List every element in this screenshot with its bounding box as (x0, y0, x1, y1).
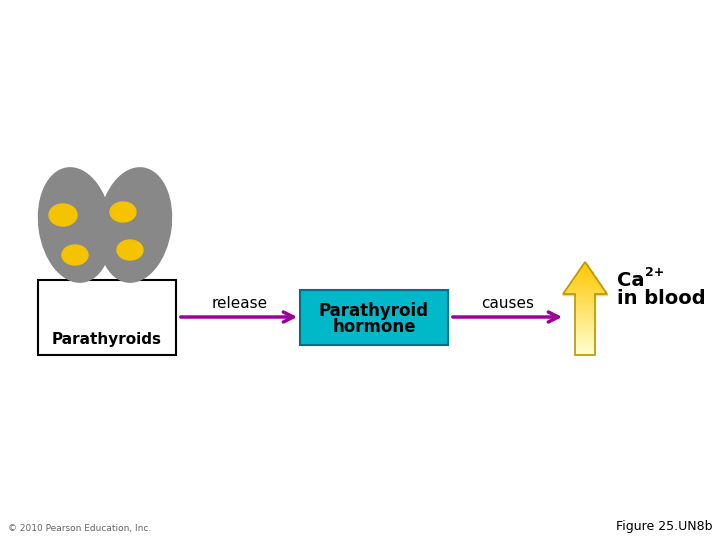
Bar (575, 327, 595, 328)
Bar (575, 299, 595, 300)
Bar (573, 278, 597, 279)
Bar (575, 308, 595, 309)
Bar (575, 300, 595, 301)
Bar (575, 323, 595, 325)
Bar (575, 334, 595, 335)
Bar (575, 354, 595, 355)
Text: Figure 25.UN8b: Figure 25.UN8b (616, 520, 712, 533)
Bar (575, 304, 595, 305)
Bar (575, 321, 595, 322)
Ellipse shape (110, 202, 136, 222)
Text: Ca: Ca (617, 271, 644, 289)
Text: Parathyroids: Parathyroids (52, 332, 162, 347)
Bar (575, 305, 595, 306)
Bar (577, 274, 593, 275)
Ellipse shape (91, 239, 119, 261)
Bar (575, 339, 595, 340)
Bar (575, 353, 595, 354)
Bar (565, 290, 605, 291)
Bar (575, 336, 595, 338)
Bar (569, 285, 601, 286)
Bar (572, 279, 598, 281)
Bar (575, 346, 595, 347)
Bar (570, 284, 600, 285)
Bar (575, 309, 595, 311)
Bar (568, 286, 602, 288)
Bar (575, 326, 595, 327)
Bar (575, 301, 595, 303)
Bar (575, 307, 595, 308)
Text: causes: causes (482, 296, 534, 311)
Bar (571, 282, 599, 283)
Bar (566, 289, 604, 290)
Bar (575, 335, 595, 336)
Bar (575, 341, 595, 342)
Bar (575, 318, 595, 319)
Bar (575, 294, 595, 296)
Bar (575, 306, 595, 307)
Bar (575, 333, 595, 334)
Bar (575, 276, 595, 277)
Bar (38, 280, 176, 355)
Bar (575, 340, 595, 341)
Ellipse shape (62, 245, 88, 265)
Bar (575, 325, 595, 326)
Bar (575, 314, 595, 315)
Bar (575, 303, 595, 304)
Bar (575, 296, 595, 297)
Bar (575, 315, 595, 316)
Bar (575, 350, 595, 352)
Bar (575, 319, 595, 320)
Bar (575, 322, 595, 323)
Bar (582, 267, 588, 268)
Bar (579, 270, 591, 271)
Ellipse shape (49, 204, 77, 226)
Bar (575, 330, 595, 332)
Bar (580, 268, 590, 269)
Ellipse shape (117, 240, 143, 260)
Bar (577, 273, 593, 274)
Bar (575, 328, 595, 329)
Bar (583, 264, 587, 266)
Bar (575, 329, 595, 330)
Text: release: release (212, 296, 268, 311)
Bar (575, 332, 595, 333)
Bar (575, 343, 595, 345)
Bar (575, 347, 595, 348)
Ellipse shape (38, 168, 112, 282)
Bar (575, 277, 595, 278)
Text: © 2010 Pearson Education, Inc.: © 2010 Pearson Education, Inc. (8, 524, 151, 533)
Bar (570, 283, 600, 284)
Bar (580, 269, 590, 270)
Bar (575, 349, 595, 350)
Bar (584, 263, 586, 264)
Bar (300, 290, 448, 345)
Bar (575, 345, 595, 346)
Bar (564, 292, 606, 293)
Bar (578, 271, 592, 273)
Text: in blood: in blood (617, 288, 706, 307)
Bar (575, 338, 595, 339)
Bar (575, 298, 595, 299)
Bar (575, 316, 595, 318)
Text: 2+: 2+ (645, 266, 665, 279)
Bar (575, 352, 595, 353)
Bar (564, 291, 606, 292)
Bar (575, 320, 595, 321)
Bar (576, 275, 594, 276)
Text: Parathyroid: Parathyroid (319, 301, 429, 320)
Bar (575, 312, 595, 313)
Text: hormone: hormone (332, 318, 415, 335)
Bar (572, 281, 598, 282)
Bar (575, 313, 595, 314)
Bar (582, 266, 588, 267)
Bar (567, 288, 603, 289)
Bar (563, 293, 607, 294)
Bar (575, 297, 595, 298)
Bar (575, 342, 595, 343)
Bar (575, 311, 595, 312)
Bar (575, 348, 595, 349)
Ellipse shape (99, 168, 171, 282)
